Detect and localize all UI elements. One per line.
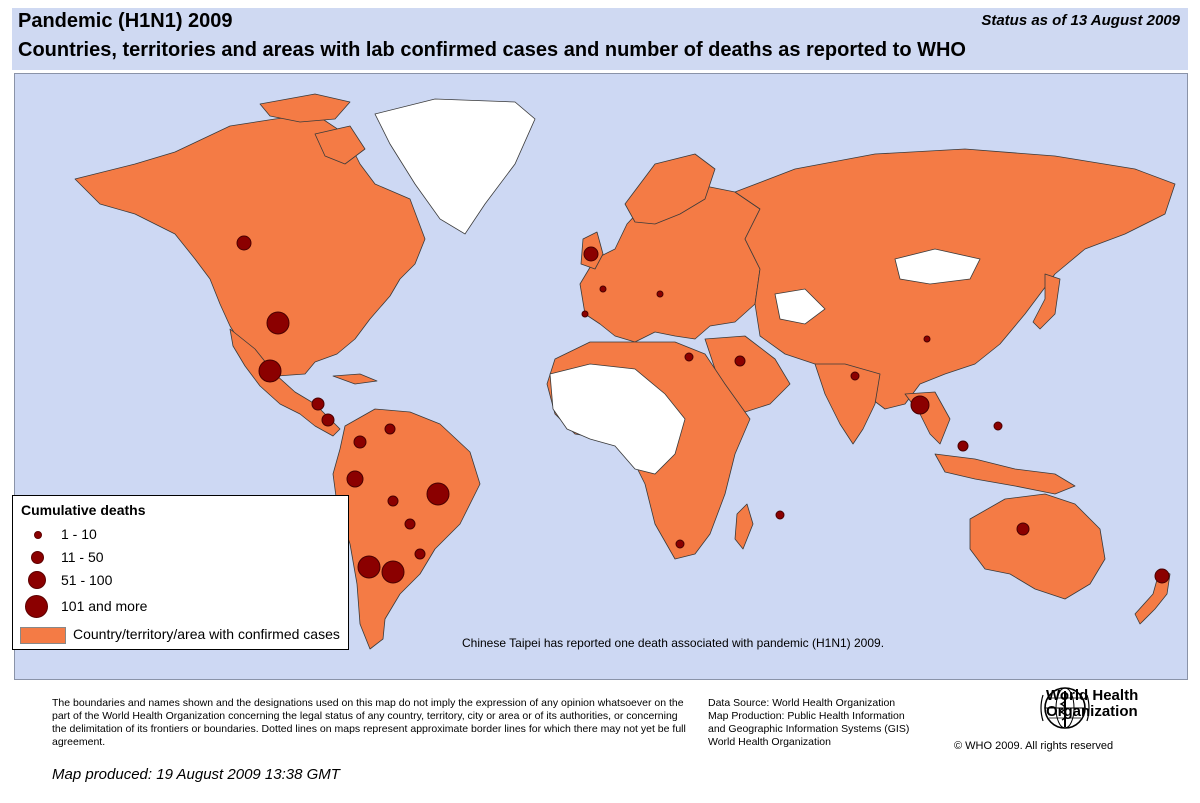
death-marker-south-africa [675,539,685,549]
map-subtitle: Countries, territories and areas with la… [18,39,966,61]
death-marker-philippines [993,421,1003,431]
map-title: Pandemic (H1N1) 2009 [18,10,233,32]
legend-item-101-plus: 101 and more [13,595,348,620]
death-marker-thailand [910,395,930,415]
death-marker-australia [1016,522,1030,536]
world-map [14,73,1188,680]
legend-item-51-100: 51 - 100 [13,571,348,594]
legend-dot-small [34,531,42,539]
source-line: Map Production: Public Health Informatio… [708,710,905,722]
legend-dot-medium [31,551,44,564]
death-marker-uk [583,246,599,262]
death-marker-mauritius [775,510,785,520]
landmass-greenland [374,98,536,235]
region-africa-no-data [549,363,686,475]
death-marker-new-zealand [1154,568,1170,584]
legend-dot-xlarge [25,595,48,618]
death-marker-venezuela [384,423,396,435]
legend: Cumulative deaths 1 - 10 11 - 50 51 - 10… [12,495,349,650]
death-marker-chile [357,555,381,579]
death-marker-central-america [311,397,325,411]
death-marker-spain [581,310,589,318]
status-date: Status as of 13 August 2009 [981,12,1180,29]
legend-label: 101 and more [61,598,148,614]
death-marker-hungary [656,290,664,298]
data-source: Data Source: World Health Organization M… [708,697,938,749]
source-line: Data Source: World Health Organization [708,697,896,709]
org-name-line: World Health [1046,687,1139,704]
death-marker-malaysia [957,440,969,452]
landmass-canadian-arctic [259,93,351,123]
map-produced-date: Map produced: 19 August 2009 13:38 GMT [52,766,340,783]
legend-dot-large [28,571,46,589]
death-marker-costa-rica [321,413,335,427]
death-marker-peru [346,470,364,488]
landmass-central-america [229,328,341,437]
org-name-line: Organization [1046,703,1138,720]
death-marker-india [850,371,860,381]
legend-label: 51 - 100 [61,572,113,588]
legend-label: 11 - 50 [61,549,104,565]
death-marker-mexico [258,359,282,383]
landmass-australia [969,493,1106,600]
death-marker-colombia [353,435,367,449]
disclaimer-text: The boundaries and names shown and the d… [52,697,686,748]
copyright: © WHO 2009. All rights reserved [954,740,1114,752]
landmass-indonesia [934,453,1076,495]
death-marker-china [923,335,931,343]
death-marker-france [599,285,607,293]
death-marker-uruguay [414,548,426,560]
death-marker-bolivia [387,495,399,507]
death-marker-argentina [381,560,405,584]
legend-item-1-10: 1 - 10 [13,526,348,548]
header-banner: Pandemic (H1N1) 2009 Countries, territor… [12,8,1188,70]
death-marker-canada [236,235,252,251]
source-line: and Geographic Information Systems (GIS) [708,723,910,735]
death-marker-egypt [684,352,694,362]
legend-confirmed-label: Country/territory/area with confirmed ca… [73,626,340,642]
landmass-india [814,363,881,445]
landmass-madagascar [734,503,754,550]
region-mongolia-no-data [894,248,981,285]
legend-item-11-50: 11 - 50 [13,549,348,571]
map-note: Chinese Taipei has reported one death as… [462,636,885,650]
death-marker-brazil [426,482,450,506]
who-emblem-icon [1040,687,1090,729]
death-marker-saudi-arabia [734,355,746,367]
landmass-scandinavia [624,153,716,225]
legend-swatch-confirmed [20,627,66,644]
legend-title: Cumulative deaths [21,502,146,518]
who-organization-name: World Health Organization [1046,688,1138,720]
legend-label: 1 - 10 [61,526,97,542]
landmass-cuba [332,373,378,385]
landmass-baffin [314,125,366,165]
world-map-svg [74,93,1176,650]
region-central-asia-no-data [774,288,826,325]
death-marker-usa [266,311,290,335]
death-marker-paraguay [404,518,416,530]
landmass-japan [1032,273,1061,330]
source-line: World Health Organization [708,736,831,748]
